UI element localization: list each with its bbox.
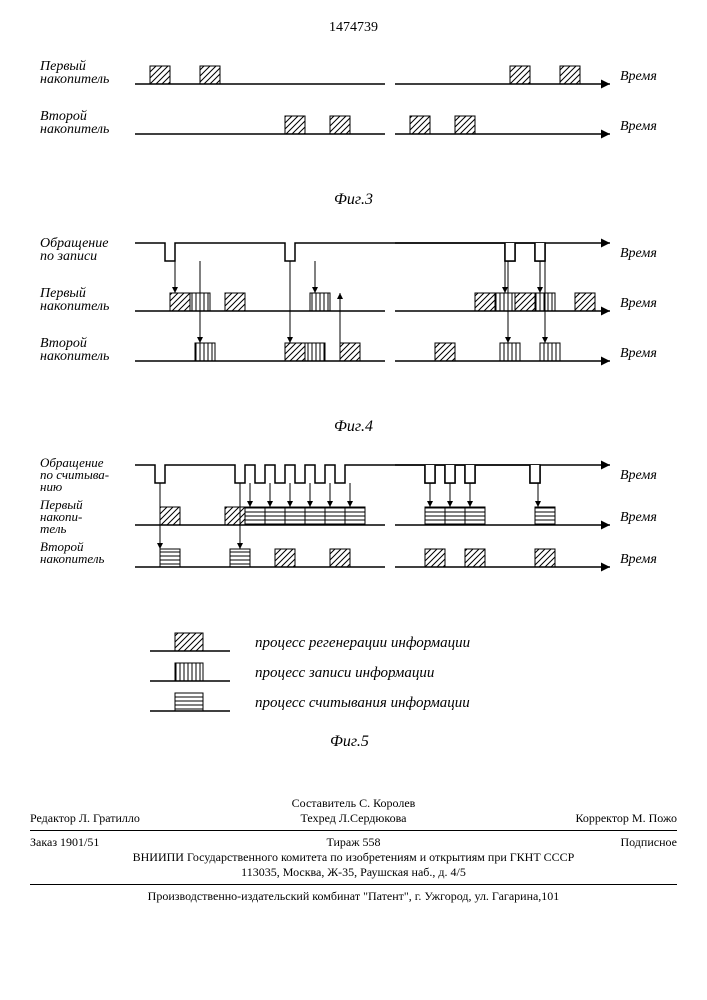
svg-text:тель: тель bbox=[40, 521, 67, 536]
svg-text:накопитель: накопитель bbox=[40, 349, 109, 364]
editor: Редактор Л. Гратилло bbox=[30, 811, 244, 826]
svg-text:Время: Время bbox=[620, 510, 657, 525]
tirazh: Тираж 558 bbox=[244, 835, 464, 850]
techred: Техред Л.Сердюкова bbox=[244, 811, 464, 826]
fig-caption: Фиг.3 bbox=[30, 191, 677, 209]
svg-text:процесс считывания информации: процесс считывания информации bbox=[255, 695, 470, 711]
svg-text:Время: Время bbox=[620, 346, 657, 361]
footer: Составитель С. Королев Редактор Л. Грати… bbox=[30, 796, 677, 904]
svg-text:Время: Время bbox=[620, 552, 657, 567]
figure-3: ПервыйнакопительВремяВторойнакопительВре… bbox=[30, 54, 677, 209]
svg-text:Фиг.5: Фиг.5 bbox=[330, 733, 369, 750]
order: Заказ 1901/51 bbox=[30, 835, 244, 850]
compiler: Составитель С. Королев bbox=[30, 796, 677, 811]
inst2: 113035, Москва, Ж-35, Раушская наб., д. … bbox=[30, 865, 677, 880]
inst3: Производственно-издательский комбинат "П… bbox=[30, 889, 677, 904]
legend: процесс регенерации информации процесс за… bbox=[30, 631, 677, 756]
svg-text:накопитель: накопитель bbox=[40, 299, 109, 314]
inst1: ВНИИПИ Государственного комитета по изоб… bbox=[30, 850, 677, 865]
svg-text:Время: Время bbox=[620, 468, 657, 483]
corrector: Корректор М. Пожо bbox=[463, 811, 677, 826]
svg-text:накопитель: накопитель bbox=[40, 122, 109, 137]
fig-caption: Фиг.4 bbox=[30, 418, 677, 436]
svg-text:Время: Время bbox=[620, 246, 657, 261]
svg-text:Время: Время bbox=[620, 69, 657, 84]
svg-text:Время: Время bbox=[620, 296, 657, 311]
doc-number: 1474739 bbox=[30, 20, 677, 36]
svg-text:Время: Время bbox=[620, 119, 657, 134]
podpis: Подписное bbox=[463, 835, 677, 850]
svg-text:нию: нию bbox=[40, 479, 62, 494]
figure-4: Обращениепо записиВремяПервыйнакопительВ… bbox=[30, 231, 677, 436]
svg-text:накопитель: накопитель bbox=[40, 72, 109, 87]
svg-text:процесс записи информации: процесс записи информации bbox=[255, 665, 434, 681]
svg-text:по записи: по записи bbox=[40, 249, 97, 264]
svg-text:накопитель: накопитель bbox=[40, 551, 105, 566]
svg-text:процесс регенерации информации: процесс регенерации информации bbox=[255, 635, 470, 651]
figure-5: Обращениепо считыва-ниюВремяПервыйнакопи… bbox=[30, 458, 677, 609]
